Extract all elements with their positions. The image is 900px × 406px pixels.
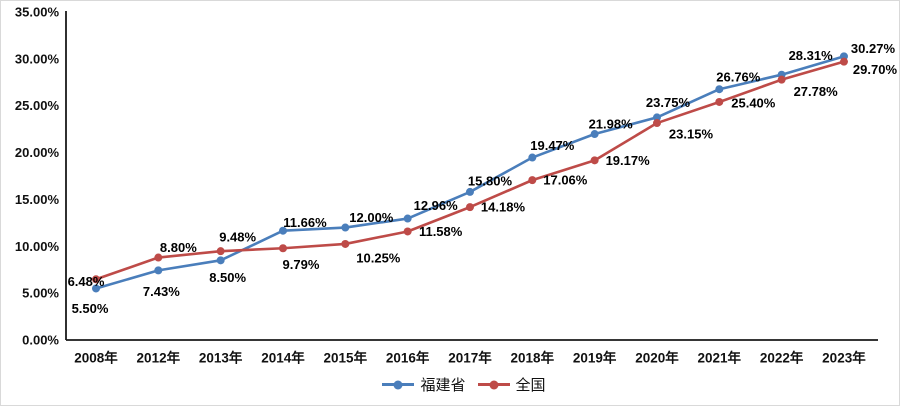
data-label: 8.80% [160, 240, 197, 255]
fujian-series-legend-dot-icon [393, 380, 403, 389]
data-label: 10.25% [356, 250, 401, 265]
data-label: 23.15% [669, 127, 714, 142]
data-point-marker [92, 275, 100, 284]
x-axis-tick-labels: 2008年 2012年 2013年 2014年 2015年 2016年 2017年 2018年… [74, 350, 866, 366]
data-label: 23.75% [646, 95, 691, 110]
x-axis-tick-label: 2017年 [448, 350, 492, 366]
data-point-marker [154, 266, 163, 275]
data-label: 17.06% [543, 173, 588, 188]
data-point-marker [590, 156, 599, 165]
data-label: 19.17% [606, 153, 651, 168]
data-label: 26.76% [716, 70, 761, 85]
y-axis-tick-label: 25.00% [15, 98, 60, 113]
x-axis-tick-label: 2016年 [386, 350, 430, 366]
data-label: 29.70% [853, 62, 898, 77]
x-axis-tick-label: 2021年 [698, 350, 742, 366]
x-axis-tick-label: 2023年 [822, 350, 866, 366]
data-label: 30.27% [851, 41, 896, 56]
data-point-marker [715, 85, 724, 94]
data-label: 9.79% [283, 257, 320, 272]
data-point-marker [528, 176, 537, 185]
legend-item-fujian: 福建省 [382, 374, 466, 395]
y-axis-tick-label: 10.00% [15, 239, 60, 254]
y-axis-tick-label: 20.00% [15, 145, 60, 160]
data-label: 28.31% [789, 48, 834, 63]
x-axis-tick-label: 2014年 [261, 350, 305, 366]
data-point-marker [216, 247, 225, 256]
series-line [94, 60, 846, 281]
data-point-marker [528, 153, 537, 162]
data-point-marker [652, 119, 661, 128]
data-label: 9.48% [219, 230, 256, 245]
y-axis-tick-label: 5.00% [22, 286, 59, 301]
data-labels-fujian: 5.50% 7.43% 8.50% 11.66% 12.00% 12.96% 15.80% 1… [72, 41, 896, 316]
data-label: 5.50% [72, 301, 109, 316]
x-axis-tick-label: 2008年 [74, 350, 118, 366]
legend-label-fujian: 福建省 [420, 377, 466, 394]
data-label: 15.80% [468, 173, 513, 188]
data-point-marker [839, 57, 848, 66]
x-axis-tick-label: 2012年 [137, 350, 181, 366]
x-axis-tick-label: 2015年 [324, 350, 368, 366]
data-label: 27.78% [794, 84, 839, 99]
series-fujian [92, 52, 848, 293]
data-label: 11.58% [419, 224, 463, 239]
x-axis-tick-label: 2018年 [511, 350, 555, 366]
national-series-legend-marker-icon [477, 380, 510, 389]
data-label: 12.00% [349, 210, 394, 225]
data-label: 19.47% [530, 138, 575, 153]
data-labels-national: 6.48% 8.80% 9.48% 9.79% 10.25% 11.58% 14.18% 17… [68, 62, 898, 289]
data-label: 25.40% [731, 95, 776, 110]
data-point-marker [341, 223, 350, 232]
data-point-marker [465, 187, 474, 196]
data-point-marker [341, 239, 350, 248]
x-axis-tick-label: 2013年 [199, 350, 243, 366]
series-national [92, 57, 848, 284]
data-point-marker [154, 253, 163, 262]
x-axis-tick-label: 2022年 [760, 350, 804, 366]
x-axis-tick-label: 2020年 [635, 350, 679, 366]
y-axis-tick-label: 35.00% [15, 5, 60, 20]
fujian-series-legend-marker-icon [382, 380, 415, 389]
data-label: 7.43% [143, 284, 180, 299]
legend-label-national: 全国 [515, 377, 546, 394]
data-label: 14.18% [481, 200, 526, 215]
data-point-marker [403, 214, 412, 223]
data-label: 11.66% [283, 215, 327, 230]
data-point-marker [278, 226, 287, 235]
data-point-marker [216, 256, 225, 265]
data-label: 6.48% [68, 274, 105, 289]
data-point-marker [590, 130, 599, 139]
data-point-marker [403, 227, 412, 236]
y-axis-tick-labels: 0.00% 5.00% 10.00% 15.00% 20.00% 25.00% 30.00%… [15, 5, 60, 348]
data-label: 8.50% [209, 270, 246, 285]
data-point-marker [465, 203, 474, 212]
data-point-marker [278, 244, 287, 253]
legend-item-national: 全国 [477, 374, 546, 395]
data-point-marker [777, 75, 786, 84]
data-point-marker [715, 97, 724, 106]
legend: 福建省 全国 [15, 374, 899, 395]
y-axis-tick-label: 0.00% [22, 333, 59, 348]
data-point-marker [92, 284, 100, 293]
data-label: 12.96% [414, 198, 459, 213]
y-axis-tick-label: 30.00% [15, 51, 60, 66]
y-axis-tick-label: 15.00% [15, 192, 60, 207]
data-label: 21.98% [589, 117, 634, 132]
national-series-legend-dot-icon [489, 380, 498, 389]
data-point-marker [652, 113, 661, 122]
x-axis-tick-label: 2019年 [573, 350, 617, 366]
